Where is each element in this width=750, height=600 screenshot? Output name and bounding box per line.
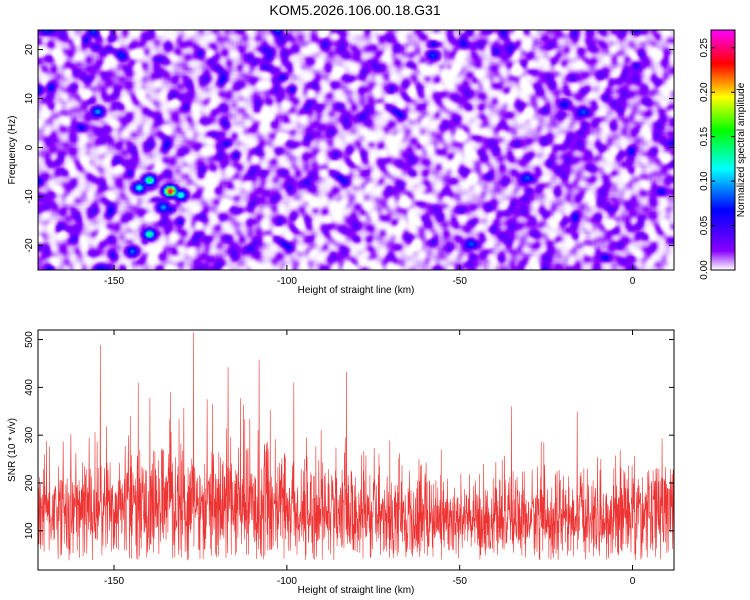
heatmap-image (38, 30, 674, 270)
x-tick-label: -50 (452, 576, 467, 587)
colorbar-gradient (710, 29, 736, 271)
x-tick-label: -100 (277, 276, 297, 287)
x-tick-label: 0 (630, 276, 636, 287)
colorbar-ticks: 0.00 0.05 0.10 0.15 0.20 0.25 (699, 38, 735, 280)
y-tick-label: 200 (24, 474, 35, 491)
heatmap-frame (37, 29, 675, 271)
y-tick-label: 300 (24, 426, 35, 443)
colorbar: 0.00 0.05 0.10 0.15 0.20 0.25 Normalized spec… (699, 29, 747, 280)
heatmap-y-axis-label: Frequency (Hz) (7, 116, 18, 185)
y-tick-label: 500 (24, 331, 35, 348)
snr-series-line (38, 332, 674, 561)
snr-y-axis-label: SNR (10 * v/v) (7, 418, 18, 482)
y-tick-label: -20 (24, 238, 35, 253)
snr-x-ticks: -150 -100 -50 0 (104, 330, 636, 587)
colorbar-tick-label: 0.05 (699, 215, 710, 235)
y-tick-label: 20 (24, 44, 35, 56)
x-tick-label: -50 (452, 276, 467, 287)
colorbar-tick-label: 0.20 (699, 82, 710, 102)
y-tick-label: 100 (24, 522, 35, 539)
colorbar-tick-label: 0.10 (699, 171, 710, 191)
y-tick-label: 400 (24, 379, 35, 396)
colorbar-tick-label: 0.15 (699, 126, 710, 146)
x-tick-label: -150 (104, 576, 124, 587)
y-tick-label: 0 (24, 144, 35, 150)
colorbar-label: Normalized spectral amplitude (736, 82, 747, 217)
colorbar-tick-label: 0.00 (699, 260, 710, 280)
x-tick-label: -100 (277, 576, 297, 587)
heatmap-x-ticks: -150 -100 -50 0 (104, 30, 636, 287)
snr-y-ticks: 100 200 300 400 500 (24, 331, 674, 539)
snr-panel: -150 -100 -50 0 100 200 300 400 500 Height of s… (7, 329, 675, 596)
heatmap-x-axis-label: Height of straight line (km) (298, 285, 415, 296)
snr-frame (37, 329, 675, 571)
heatmap-y-ticks: -20 -10 0 10 20 (24, 44, 674, 253)
snr-x-axis-label: Height of straight line (km) (298, 585, 415, 596)
y-tick-label: -10 (24, 189, 35, 204)
y-tick-label: 10 (24, 93, 35, 105)
x-tick-label: 0 (630, 576, 636, 587)
figure-title: KOM5.2026.106.00.18.G31 (269, 2, 440, 18)
colorbar-tick-label: 0.25 (699, 38, 710, 58)
x-tick-label: -150 (104, 276, 124, 287)
